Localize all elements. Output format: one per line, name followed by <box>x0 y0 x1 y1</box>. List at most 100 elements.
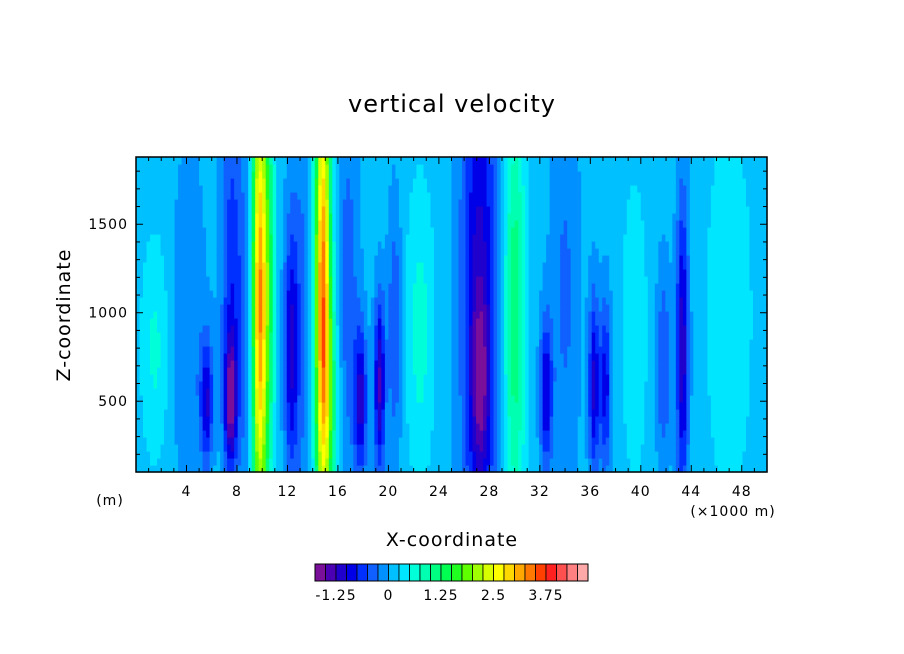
heatmap-cell <box>363 318 368 326</box>
heatmap-cell <box>174 437 179 445</box>
heatmap-cell <box>181 297 186 305</box>
heatmap-cell <box>206 409 211 417</box>
heatmap-cell <box>314 465 319 473</box>
heatmap-cell <box>136 458 141 466</box>
heatmap-cell <box>230 311 235 319</box>
heatmap-cell <box>465 311 470 319</box>
heatmap-cell <box>181 346 186 354</box>
heatmap-cell <box>395 262 400 270</box>
heatmap-cell <box>185 332 190 340</box>
heatmap-cell <box>353 199 358 207</box>
heatmap-cell <box>353 381 358 389</box>
heatmap-cell <box>458 192 463 200</box>
heatmap-cell <box>444 402 449 410</box>
heatmap-cell <box>244 465 249 473</box>
heatmap-cell <box>455 185 460 193</box>
heatmap-cell <box>335 227 340 235</box>
heatmap-cell <box>139 458 144 466</box>
heatmap-cell <box>486 206 491 214</box>
heatmap-cell <box>388 234 393 242</box>
heatmap-cell <box>500 381 505 389</box>
heatmap-cell <box>370 213 375 221</box>
heatmap-cell <box>300 318 305 326</box>
heatmap-cell <box>258 255 263 263</box>
heatmap-cell <box>237 297 242 305</box>
heatmap-cell <box>139 199 144 207</box>
heatmap-cell <box>507 171 512 179</box>
heatmap-cell <box>146 220 151 228</box>
heatmap-cell <box>472 234 477 242</box>
heatmap-cell <box>507 262 512 270</box>
heatmap-cell <box>213 227 218 235</box>
heatmap-cell <box>311 283 316 291</box>
heatmap-cell <box>311 339 316 347</box>
heatmap-cell <box>405 430 411 438</box>
heatmap-cell <box>391 367 397 375</box>
heatmap-cell <box>455 157 460 165</box>
heatmap-cell <box>363 262 368 270</box>
heatmap-cell <box>237 437 242 445</box>
heatmap-cell <box>297 444 302 452</box>
heatmap-cell <box>419 325 425 333</box>
heatmap-cell <box>325 332 330 340</box>
heatmap-cell <box>391 164 397 172</box>
heatmap-cell <box>304 311 309 319</box>
heatmap-cell <box>311 416 316 424</box>
heatmap-cell <box>237 283 242 291</box>
heatmap-cell <box>486 430 491 438</box>
heatmap-cell <box>514 206 519 214</box>
heatmap-cell <box>325 444 330 452</box>
heatmap-cell <box>234 451 239 459</box>
heatmap-cell <box>437 430 442 438</box>
heatmap-cell <box>297 346 302 354</box>
heatmap-cell <box>412 157 418 165</box>
heatmap-cell <box>157 332 162 340</box>
heatmap-cell <box>321 304 326 312</box>
heatmap-cell <box>227 297 232 305</box>
heatmap-cell <box>335 262 340 270</box>
heatmap-cell <box>339 262 344 270</box>
heatmap-cell <box>462 290 467 298</box>
heatmap-cell <box>237 178 242 186</box>
heatmap-cell <box>381 185 386 193</box>
heatmap-cell <box>237 157 242 165</box>
heatmap-cell <box>395 416 400 424</box>
heatmap-cell <box>276 297 281 305</box>
heatmap-cell <box>307 409 312 417</box>
heatmap-cell <box>276 402 281 410</box>
heatmap-cell <box>328 171 333 179</box>
heatmap-cell <box>192 213 197 221</box>
heatmap-cell <box>469 262 474 270</box>
heatmap-cell <box>521 185 526 193</box>
heatmap-cell <box>139 395 144 403</box>
heatmap-cell <box>293 346 298 354</box>
heatmap-cell <box>486 374 491 382</box>
heatmap-cell <box>458 178 463 186</box>
heatmap-cell <box>356 206 361 214</box>
heatmap-cell <box>325 416 330 424</box>
heatmap-cell <box>157 444 162 452</box>
heatmap-cell <box>160 304 165 312</box>
heatmap-cell <box>293 269 298 277</box>
heatmap-cell <box>426 262 432 270</box>
heatmap-cell <box>241 199 246 207</box>
heatmap-cell <box>430 234 435 242</box>
heatmap-cell <box>318 458 323 466</box>
heatmap-cell <box>384 444 389 452</box>
heatmap-cell <box>342 171 347 179</box>
heatmap-cell <box>377 297 382 305</box>
heatmap-cell <box>171 367 176 375</box>
heatmap-cell <box>440 234 446 242</box>
heatmap-cell <box>398 388 404 396</box>
heatmap-cell <box>363 458 368 466</box>
heatmap-cell <box>423 234 428 242</box>
heatmap-cell <box>321 318 326 326</box>
heatmap-cell <box>486 199 491 207</box>
heatmap-cell <box>391 430 397 438</box>
heatmap-cell <box>328 283 333 291</box>
heatmap-cell <box>258 171 263 179</box>
heatmap-cell <box>490 178 495 186</box>
heatmap-cell <box>483 318 488 326</box>
heatmap-cell <box>244 416 249 424</box>
heatmap-cell <box>409 213 414 221</box>
